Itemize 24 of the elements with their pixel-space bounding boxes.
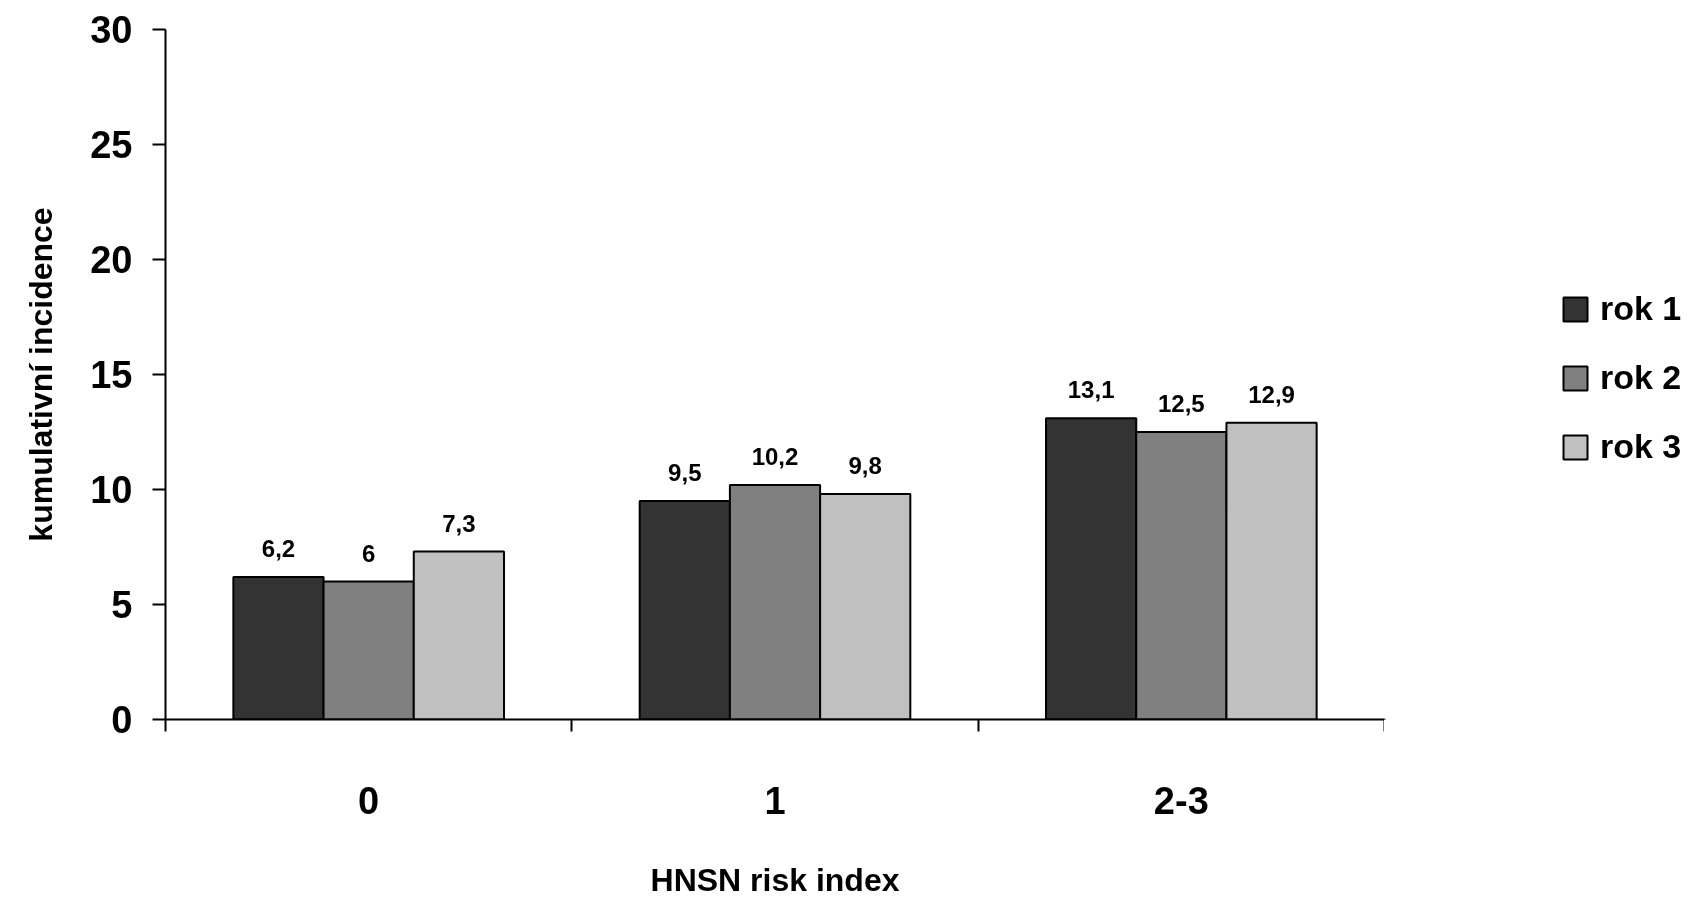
y-tick-label: 20 [90, 239, 133, 281]
legend-label: rok 1 [1600, 289, 1682, 328]
x-tick-label: 0 [358, 779, 380, 822]
y-tick-label: 10 [90, 469, 133, 511]
y-tick-label: 5 [111, 584, 133, 626]
data-label: 13,1 [1067, 376, 1115, 404]
data-label: 7,3 [442, 509, 476, 537]
data-label: 9,5 [668, 459, 702, 486]
y-tick-label: 0 [111, 699, 133, 741]
legend-label: rok 3 [1600, 427, 1682, 466]
x-axis-title: HNSN risk index [650, 861, 900, 898]
y-axis-title: kumulativní incidence [23, 207, 60, 542]
y-tick-label: 25 [90, 124, 133, 166]
data-label: 6 [361, 539, 376, 567]
x-tick-label: 2-3 [1153, 779, 1209, 822]
data-label: 6,2 [261, 534, 296, 562]
data-label: 12,9 [1248, 380, 1295, 408]
y-tick-label: 15 [90, 354, 133, 396]
data-label: 10,2 [751, 442, 799, 470]
data-label: 12,5 [1157, 390, 1205, 417]
y-tick-label: 30 [90, 9, 133, 51]
legend-label: rok 2 [1600, 358, 1682, 397]
data-label: 9,8 [848, 452, 882, 480]
x-tick-label: 1 [764, 779, 786, 822]
